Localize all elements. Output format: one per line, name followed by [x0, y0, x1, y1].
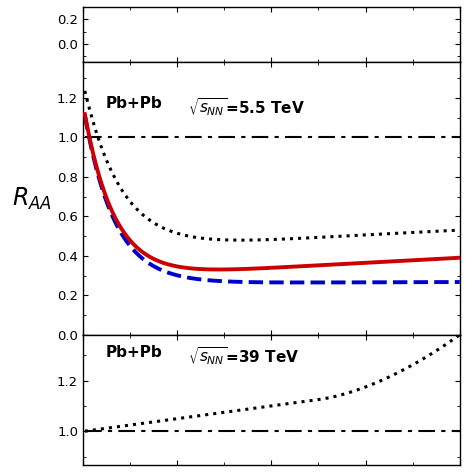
Text: Pb+Pb: Pb+Pb [106, 345, 162, 360]
Text: Pb+Pb: Pb+Pb [106, 96, 162, 111]
Text: $\sqrt{s_{NN}}$=5.5 TeV: $\sqrt{s_{NN}}$=5.5 TeV [189, 96, 305, 118]
Text: $\sqrt{s_{NN}}$=39 TeV: $\sqrt{s_{NN}}$=39 TeV [189, 345, 300, 366]
Y-axis label: $R_{AA}$: $R_{AA}$ [12, 185, 52, 211]
